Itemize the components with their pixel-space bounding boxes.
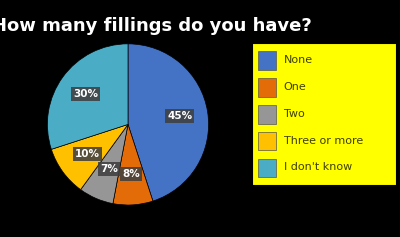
Text: I don't know: I don't know	[284, 162, 352, 172]
Text: 8%: 8%	[122, 169, 140, 179]
FancyBboxPatch shape	[258, 51, 276, 70]
Text: 7%: 7%	[100, 164, 118, 174]
Wedge shape	[128, 44, 208, 201]
Text: 30%: 30%	[73, 89, 98, 99]
Text: Three or more: Three or more	[284, 136, 363, 146]
FancyBboxPatch shape	[258, 132, 276, 150]
Wedge shape	[81, 124, 128, 204]
FancyBboxPatch shape	[258, 78, 276, 97]
FancyBboxPatch shape	[258, 105, 276, 124]
Text: One: One	[284, 82, 306, 92]
Text: 10%: 10%	[75, 149, 100, 159]
Wedge shape	[113, 124, 153, 205]
Wedge shape	[48, 44, 128, 149]
Text: None: None	[284, 55, 313, 65]
FancyBboxPatch shape	[258, 159, 276, 177]
Wedge shape	[51, 124, 128, 190]
Text: How many fillings do you have?: How many fillings do you have?	[0, 17, 312, 35]
Text: 45%: 45%	[167, 111, 192, 121]
Text: Two: Two	[284, 109, 304, 119]
